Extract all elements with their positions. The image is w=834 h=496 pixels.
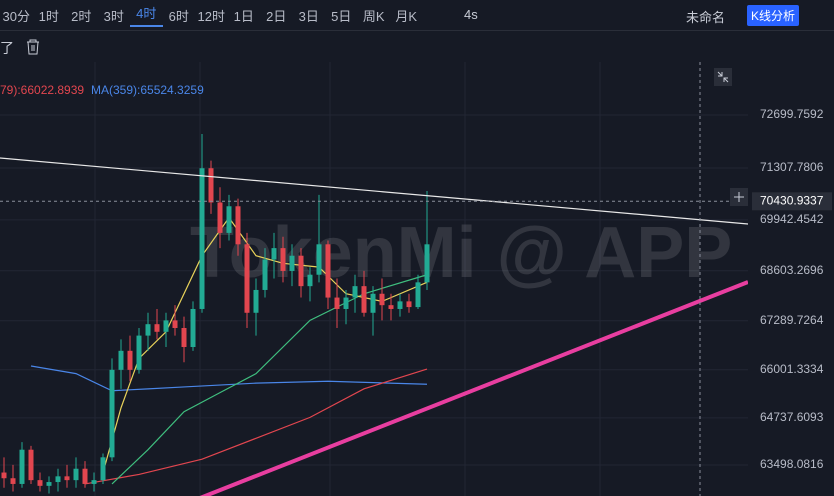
- interval[interactable]: 5日: [331, 8, 352, 24]
- candle-body: [280, 248, 286, 271]
- interval[interactable]: 1时: [38, 8, 59, 24]
- candle-body: [379, 293, 385, 306]
- candle-body: [199, 168, 205, 309]
- speed[interactable]: 4s: [464, 7, 478, 22]
- candle-body: [361, 286, 367, 313]
- candle-body: [397, 301, 403, 309]
- interval[interactable]: 月K: [395, 8, 418, 24]
- candle-body: [226, 206, 232, 233]
- y-tick-label: 63498.0816: [760, 457, 824, 471]
- candle-body: [415, 282, 421, 308]
- candle-body: [334, 297, 340, 309]
- trash-glyph: [27, 39, 39, 55]
- interval[interactable]: 1日: [233, 8, 254, 24]
- y-tick-label: 68603.2696: [760, 263, 824, 277]
- ma-legend: MA(359):65524.3259: [91, 83, 204, 97]
- ma-legend: 79):66022.8939: [0, 83, 84, 97]
- candle-body: [370, 293, 376, 313]
- candle-body: [271, 248, 277, 260]
- y-tick-label: 72699.7592: [760, 107, 824, 121]
- ma-line: [84, 368, 428, 485]
- interval[interactable]: 周K: [362, 8, 385, 24]
- candle-body: [55, 476, 61, 483]
- candle-body: [352, 286, 358, 298]
- candle-body: [253, 289, 259, 313]
- ma-line: [111, 274, 428, 485]
- candle-body: [388, 305, 394, 309]
- ma-line: [102, 216, 428, 473]
- candle-body: [118, 350, 124, 370]
- candle-body: [10, 478, 16, 484]
- tool[interactable]: 了: [0, 40, 14, 56]
- candle-body: [37, 480, 43, 486]
- candle-body: [325, 244, 331, 298]
- candle-body: [343, 297, 349, 309]
- trend-line: [0, 157, 749, 225]
- candle-body: [154, 324, 160, 332]
- candle-body: [46, 482, 52, 486]
- trend-line: [199, 280, 749, 496]
- candle-body: [262, 259, 268, 290]
- candle-body: [1, 472, 7, 479]
- candle-body: [190, 308, 196, 348]
- candle-body: [109, 369, 115, 458]
- candle-body: [424, 244, 430, 283]
- interval[interactable]: 3时: [103, 8, 124, 24]
- candle-body: [100, 457, 106, 481]
- price-tag: [752, 192, 832, 211]
- candle-body: [235, 206, 241, 245]
- candle-body: [181, 327, 187, 348]
- candle-body: [244, 244, 250, 313]
- ma-line: [30, 365, 428, 392]
- watermark: TokenMi @ APP: [190, 213, 732, 293]
- y-tick-label: 67289.7264: [760, 313, 824, 327]
- candle-body: [208, 168, 214, 203]
- price-axis: [748, 62, 834, 496]
- candle-body: [28, 449, 34, 481]
- interval[interactable]: 6时: [168, 8, 189, 24]
- crosshair-price: 70430.9337: [760, 193, 824, 207]
- expand-glyph: [717, 71, 729, 83]
- expand-icon[interactable]: [714, 68, 732, 86]
- candle-body: [298, 255, 304, 287]
- analysis-button[interactable]: K线分析: [747, 5, 800, 26]
- candle-body: [163, 320, 169, 332]
- candle-body: [316, 244, 322, 275]
- interval[interactable]: 30分: [2, 8, 30, 24]
- interval[interactable]: 2时: [71, 8, 92, 24]
- interval[interactable]: 2日: [266, 8, 287, 24]
- trash-icon[interactable]: [25, 39, 41, 55]
- candle-body: [91, 480, 97, 484]
- y-tick-label: 64737.6093: [760, 410, 824, 424]
- grid: [0, 62, 748, 496]
- candle-body: [136, 335, 142, 370]
- candle-body: [172, 320, 178, 328]
- interval[interactable]: 3日: [298, 8, 319, 24]
- candle-body: [289, 255, 295, 271]
- interval[interactable]: 4时: [130, 3, 163, 27]
- interval[interactable]: 12时: [197, 8, 225, 24]
- candle-body: [19, 449, 25, 484]
- drawing-bar: 了: [0, 30, 834, 61]
- candle-body: [127, 350, 133, 370]
- candle-body: [217, 202, 223, 233]
- candle-body: [64, 476, 70, 481]
- candle-body: [307, 274, 313, 287]
- axis: 72699.7592 71307.7806 69942.4542 68603.2696…: [760, 107, 824, 471]
- candle-body: [406, 301, 412, 308]
- candle-body: [82, 468, 88, 484]
- plot: [1, 134, 430, 494]
- candle-body: [145, 324, 151, 336]
- candle-body: [73, 468, 79, 481]
- y-tick-label: 71307.7806: [760, 160, 824, 174]
- toolbar: 30分 1时 2时 3时 4时 6时 12时 1日 2日 3日 5日 周K 月K…: [0, 0, 834, 30]
- y-tick-label: 69942.4542: [760, 212, 824, 226]
- plus: [734, 192, 744, 202]
- y-tick-label: 66001.3334: [760, 362, 824, 376]
- layout-name[interactable]: 未命名: [686, 10, 726, 25]
